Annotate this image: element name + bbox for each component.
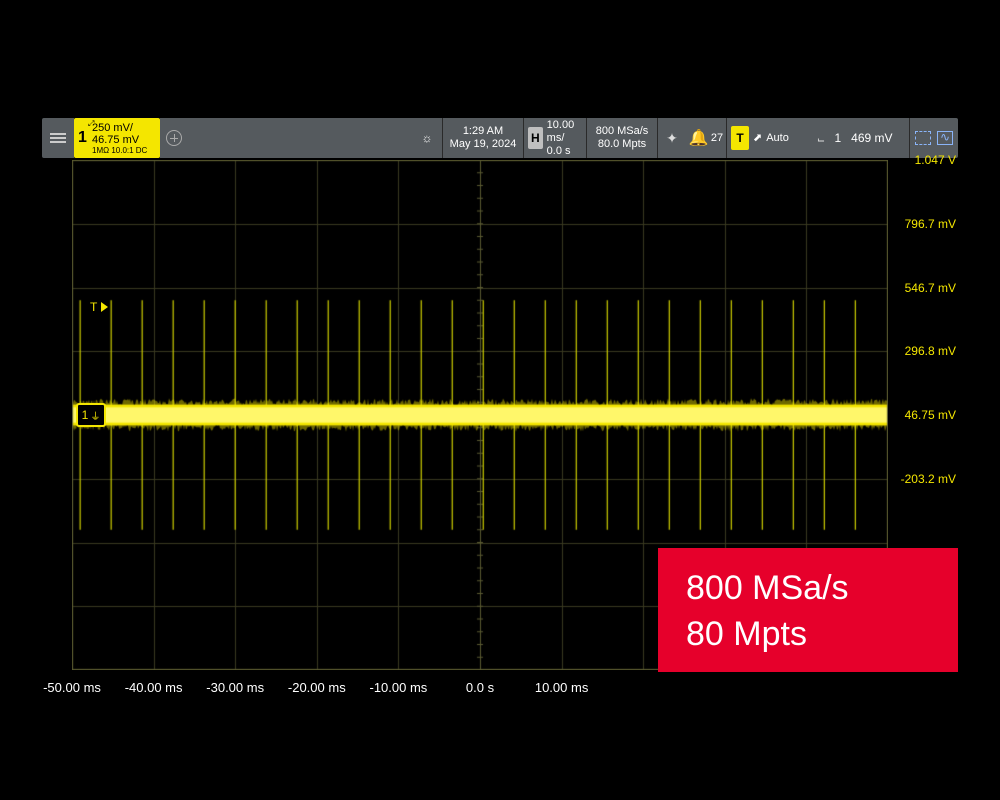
date-label: May 19, 2024 bbox=[450, 138, 517, 151]
star-icon: ✦ bbox=[666, 130, 678, 147]
x-axis-tick-label: -50.00 ms bbox=[43, 680, 101, 695]
channel-vdiv: 250 mV/ bbox=[92, 122, 147, 134]
edge-icon: ⬈ bbox=[753, 132, 762, 145]
annotation-line-2: 80 Mpts bbox=[686, 612, 930, 658]
channel-offset: 46.75 mV bbox=[92, 134, 147, 146]
favorites-button[interactable]: ✦ bbox=[658, 118, 686, 158]
trigger-level-marker[interactable]: T bbox=[90, 300, 108, 314]
x-axis-tick-label: -40.00 ms bbox=[125, 680, 183, 695]
y-axis-tick-label: -203.2 mV bbox=[901, 472, 956, 486]
x-axis-tick-label: -20.00 ms bbox=[288, 680, 346, 695]
trigger-mode-label: Auto bbox=[766, 132, 789, 145]
toolbar-spacer bbox=[188, 118, 412, 158]
menu-button[interactable] bbox=[42, 118, 74, 158]
x-axis-tick-label: 0.0 s bbox=[466, 680, 494, 695]
acquisition-tile[interactable]: 800 MSa/s 80.0 Mpts bbox=[587, 118, 657, 158]
annotation-overlay: 800 MSa/s 80 Mpts bbox=[658, 548, 958, 672]
trigger-key: T bbox=[731, 126, 749, 150]
brightness-button[interactable]: ☼ bbox=[412, 118, 442, 158]
time-label: 1:29 AM bbox=[463, 125, 503, 138]
expand-icon: ⤢ bbox=[88, 120, 94, 128]
channel-coupling: 1MΩ 10.0:1 DC bbox=[92, 147, 147, 155]
zoom-select-icon bbox=[915, 131, 931, 145]
datetime-tile[interactable]: 1:29 AM May 19, 2024 bbox=[443, 118, 523, 158]
y-axis-tick-label: 796.7 mV bbox=[905, 217, 956, 231]
waveform-icon bbox=[937, 131, 953, 145]
brightness-icon: ☼ bbox=[422, 131, 433, 145]
sample-rate: 800 MSa/s bbox=[596, 125, 649, 138]
channel-1-tile[interactable]: ⤢ 1 250 mV/ 46.75 mV 1MΩ 10.0:1 DC bbox=[74, 118, 160, 158]
y-axis-tick-label: 46.75 mV bbox=[905, 408, 956, 422]
menu-icon bbox=[50, 131, 66, 145]
channel-number: 1 bbox=[78, 129, 92, 147]
x-axis-labels: -50.00 ms-40.00 ms-30.00 ms-20.00 ms-10.… bbox=[72, 674, 888, 700]
annotation-line-1: 800 MSa/s bbox=[686, 566, 930, 612]
trigger-edge-glyph: ⨽ bbox=[817, 131, 824, 146]
triangle-right-icon bbox=[101, 302, 108, 312]
notification-count: 27 bbox=[711, 132, 723, 144]
x-axis-tick-label: -30.00 ms bbox=[206, 680, 264, 695]
x-axis-tick-label: -10.00 ms bbox=[369, 680, 427, 695]
trigger-mode-tile[interactable]: T ⬈ Auto bbox=[727, 118, 801, 158]
horizontal-delay: 0.0 s bbox=[547, 145, 586, 158]
plus-icon bbox=[166, 130, 182, 146]
y-axis-tick-label: 546.7 mV bbox=[905, 281, 956, 295]
y-axis-tick-label: 296.8 mV bbox=[905, 344, 956, 358]
toolbar: ⤢ 1 250 mV/ 46.75 mV 1MΩ 10.0:1 DC ☼ 1:2… bbox=[42, 118, 958, 158]
trigger-level-tile[interactable]: ⨽ 1 469 mV bbox=[801, 118, 909, 158]
channel-marker-label: 1 bbox=[82, 408, 89, 422]
horizontal-key: H bbox=[528, 127, 543, 149]
add-channel-button[interactable] bbox=[160, 118, 188, 158]
y-axis-tick-label: 1.047 V bbox=[915, 153, 956, 167]
x-axis-tick-label: 10.00 ms bbox=[535, 680, 588, 695]
bell-icon: 🔔 bbox=[689, 128, 709, 148]
horizontal-tile[interactable]: H 10.00 ms/ 0.0 s bbox=[524, 118, 586, 158]
trigger-marker-label: T bbox=[90, 300, 97, 314]
memory-depth: 80.0 Mpts bbox=[598, 138, 646, 151]
ground-icon: ⏚ bbox=[90, 408, 100, 423]
trigger-source: 1 bbox=[834, 131, 841, 145]
time-per-div: 10.00 ms/ bbox=[547, 119, 586, 145]
tools-tile[interactable] bbox=[910, 118, 958, 158]
notifications-button[interactable]: 🔔 27 bbox=[686, 118, 726, 158]
trigger-level: 469 mV bbox=[851, 131, 892, 145]
channel-ground-marker[interactable]: 1 ⏚ bbox=[76, 403, 106, 427]
